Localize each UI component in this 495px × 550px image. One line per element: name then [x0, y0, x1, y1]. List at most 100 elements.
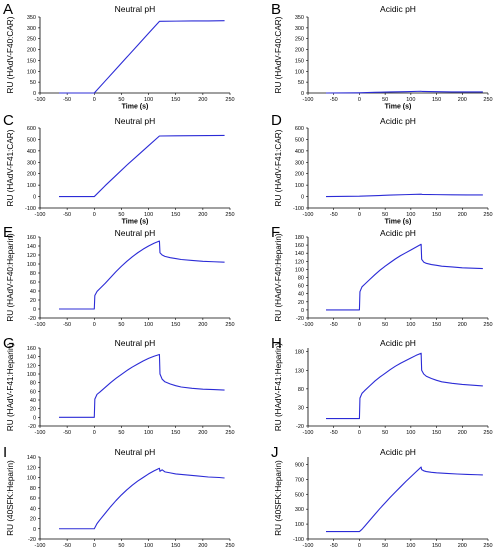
- x-tick-label: 100: [144, 543, 153, 549]
- x-tick-label: 50: [382, 97, 388, 103]
- y-tick-label: 40: [298, 292, 304, 298]
- y-tick-label: 300: [27, 26, 36, 32]
- y-tick-label: 60: [298, 284, 304, 290]
- x-tick-label: -50: [63, 430, 71, 436]
- y-tick-label: 200: [295, 48, 304, 54]
- x-tick-label: -50: [63, 322, 71, 328]
- y-tick-label: -20: [296, 424, 304, 430]
- y-axis-label: RU (40SFK:Heparin): [6, 460, 15, 536]
- x-axis-label: Time (s): [385, 219, 412, 226]
- y-tick-label: 0: [33, 91, 36, 97]
- x-tick-label: 0: [93, 543, 96, 549]
- x-tick-label: -100: [302, 97, 313, 103]
- y-tick-label: -100: [293, 537, 304, 543]
- x-tick-label: 150: [171, 322, 180, 328]
- series-line: [326, 243, 483, 311]
- x-tick-label: 150: [171, 543, 180, 549]
- y-tick-label: 100: [27, 262, 36, 268]
- y-tick-label: 130: [295, 368, 304, 374]
- y-tick-label: 140: [27, 244, 36, 250]
- y-axis-label: RU (HAdV-F41:CAR): [6, 129, 15, 206]
- x-tick-label: 250: [225, 543, 234, 549]
- y-tick-label: 80: [298, 276, 304, 282]
- x-tick-label: 50: [382, 212, 388, 218]
- panel-b: B Acidic pH 0 50 100 150 200 250 300 350 -100 -50 0 5…: [271, 1, 493, 111]
- y-tick-label: 120: [295, 259, 304, 265]
- y-tick-label: 120: [27, 253, 36, 259]
- x-tick-label: 200: [198, 212, 207, 218]
- panel-letter: G: [3, 335, 15, 352]
- panel-title: Neutral pH: [115, 338, 156, 348]
- panel-f: F Acidic pH -20 0 20 40 60 80 100 120 140 160 180 -10…: [271, 224, 493, 328]
- y-tick-label: 40: [30, 506, 36, 512]
- x-tick-label: 50: [382, 543, 388, 549]
- x-axis-label: Time (s): [122, 104, 149, 111]
- x-tick-label: -50: [63, 543, 71, 549]
- y-tick-label: 0: [301, 91, 304, 97]
- y-tick-label: 140: [295, 251, 304, 257]
- x-tick-label: -100: [34, 97, 45, 103]
- panel-a: A Neutral pH 0 50 100 150 200 250 300 350 -100 -50 0…: [3, 1, 235, 111]
- series-line: [59, 134, 225, 198]
- y-axis-label: RU (HAdV-F41:Heparin): [6, 343, 15, 432]
- y-tick-label: -100: [25, 206, 36, 212]
- series-line: [326, 352, 483, 420]
- panel-title: Acidic pH: [380, 4, 416, 14]
- x-tick-label: -50: [330, 97, 338, 103]
- x-tick-label: 200: [458, 430, 467, 436]
- x-tick-label: 0: [358, 543, 361, 549]
- x-tick-label: -50: [330, 543, 338, 549]
- x-tick-label: 100: [406, 543, 415, 549]
- x-tick-label: 250: [225, 430, 234, 436]
- y-tick-label: 80: [30, 271, 36, 277]
- y-tick-label: 60: [30, 389, 36, 395]
- y-tick-label: 0: [301, 308, 304, 314]
- x-tick-label: 250: [483, 97, 492, 103]
- x-axis-label: Time (s): [122, 219, 149, 226]
- panel-title: Neutral pH: [115, 116, 156, 126]
- x-tick-label: 50: [382, 430, 388, 436]
- y-tick-label: 0: [301, 195, 304, 201]
- y-tick-label: 60: [30, 280, 36, 286]
- x-tick-label: 200: [458, 97, 467, 103]
- x-tick-label: 0: [358, 430, 361, 436]
- series-line: [59, 240, 225, 310]
- x-tick-label: 200: [458, 322, 467, 328]
- y-tick-label: 100: [27, 69, 36, 75]
- y-tick-label: 0: [33, 415, 36, 421]
- y-tick-label: 20: [298, 300, 304, 306]
- x-tick-label: 250: [483, 430, 492, 436]
- y-tick-label: 250: [27, 37, 36, 43]
- x-tick-label: 250: [225, 322, 234, 328]
- x-tick-label: 150: [171, 212, 180, 218]
- y-tick-label: 80: [298, 387, 304, 393]
- y-tick-label: 300: [295, 507, 304, 513]
- panel-g: G Neutral pH -20 0 20 40 60 80 100 120 140 160 -100 -…: [3, 335, 235, 436]
- panel-h: H Acidic pH -20 30 80 130 180 -100 -50 0 50 100 150 2…: [271, 335, 493, 436]
- x-tick-label: 250: [483, 322, 492, 328]
- x-tick-label: 50: [118, 212, 124, 218]
- y-tick-label: 0: [33, 307, 36, 313]
- x-tick-label: 50: [382, 322, 388, 328]
- y-tick-label: 500: [27, 137, 36, 143]
- x-tick-label: 0: [93, 430, 96, 436]
- y-tick-label: 300: [27, 160, 36, 166]
- x-axis-label: Time (s): [385, 104, 412, 111]
- y-tick-label: 50: [30, 80, 36, 86]
- x-tick-label: 50: [118, 430, 124, 436]
- x-tick-label: 200: [198, 322, 207, 328]
- y-axis-label: RU (HAdV-F40:Heparin): [6, 233, 15, 322]
- y-tick-label: 80: [30, 486, 36, 492]
- panel-letter: I: [3, 444, 7, 461]
- y-tick-label: 200: [295, 172, 304, 178]
- x-tick-label: 200: [198, 543, 207, 549]
- x-tick-label: 200: [458, 543, 467, 549]
- panel-j: J Acidic pH -100 100 300 500 700 900 -100 -50 0 50 1…: [271, 444, 493, 549]
- x-tick-label: 100: [144, 322, 153, 328]
- x-tick-label: 0: [93, 322, 96, 328]
- y-tick-label: 900: [295, 462, 304, 468]
- x-tick-label: -50: [330, 212, 338, 218]
- y-axis-label: RU (40SFK:Heparin): [274, 460, 283, 536]
- y-axis-label: RU (HAdV-F41:Heparin): [274, 343, 283, 432]
